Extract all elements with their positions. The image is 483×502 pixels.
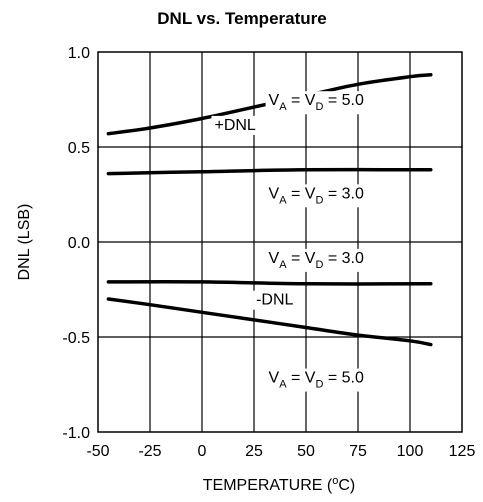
ann-5v-bottom-bg xyxy=(265,368,368,392)
plot-frame xyxy=(97,51,463,433)
x-tick-label: 25 xyxy=(245,443,263,460)
x-tick-label: -50 xyxy=(86,443,109,460)
ann-3v-top: VA = VD = 3.0 xyxy=(265,184,368,208)
ann-3v-bottom: VA = VD = 3.0 xyxy=(265,248,368,272)
x-tick-labels: -50 -25 0 25 50 75 100 125 xyxy=(86,443,475,460)
series-line-2 xyxy=(106,167,433,176)
grid-lines xyxy=(98,52,462,432)
y-tick-label: -1.0 xyxy=(62,425,90,442)
ann-5v-top-text: VA = VD = 5.0 xyxy=(269,92,364,113)
y-tick-labels: -1.0 -0.5 0.0 0.5 1.0 xyxy=(62,45,90,442)
series-lines xyxy=(106,73,433,347)
x-tick-label: 75 xyxy=(349,443,367,460)
y-tick-label: -0.5 xyxy=(62,330,90,347)
ann-5v-top-bg xyxy=(265,91,368,115)
x-tick-label: 125 xyxy=(449,443,476,460)
y-tick-label: 1.0 xyxy=(68,45,90,62)
ann-3v-bottom-text: VA = VD = 3.0 xyxy=(269,250,364,271)
ann-5v-top: VA = VD = 5.0 xyxy=(265,91,368,115)
ann-5v-bottom: VA = VD = 5.0 xyxy=(265,368,368,392)
series-line-3 xyxy=(106,280,433,286)
y-tick-label: 0.0 xyxy=(68,235,90,252)
y-axis-label: DNL (LSB) xyxy=(16,204,33,281)
y-tick-label: 0.5 xyxy=(68,140,90,157)
x-tick-label: 0 xyxy=(198,443,207,460)
series-line-4 xyxy=(106,297,433,347)
x-tick-label: -25 xyxy=(138,443,161,460)
ann-minus-dnl-bg xyxy=(253,290,297,310)
x-tick-label: 50 xyxy=(297,443,315,460)
x-axis-label: TEMPERATURE (oC) xyxy=(203,475,356,494)
ann-3v-top-bg xyxy=(265,184,368,208)
ann-3v-top-text: VA = VD = 3.0 xyxy=(269,185,364,206)
chart-title: DNL vs. Temperature xyxy=(157,9,326,28)
ann-plus-dnl-text: +DNL xyxy=(214,117,255,134)
ann-3v-bottom-bg xyxy=(265,248,368,272)
ann-plus-dnl-bg xyxy=(211,115,259,135)
x-tick-label: 100 xyxy=(397,443,424,460)
ann-minus-dnl: -DNL xyxy=(253,290,297,310)
ann-plus-dnl: +DNL xyxy=(211,115,259,135)
ann-minus-dnl-text: -DNL xyxy=(256,292,293,309)
ann-5v-bottom-text: VA = VD = 5.0 xyxy=(269,370,364,391)
annotations: VA = VD = 5.0 +DNL VA = VD = 3.0 VA = VD = … xyxy=(211,91,368,392)
